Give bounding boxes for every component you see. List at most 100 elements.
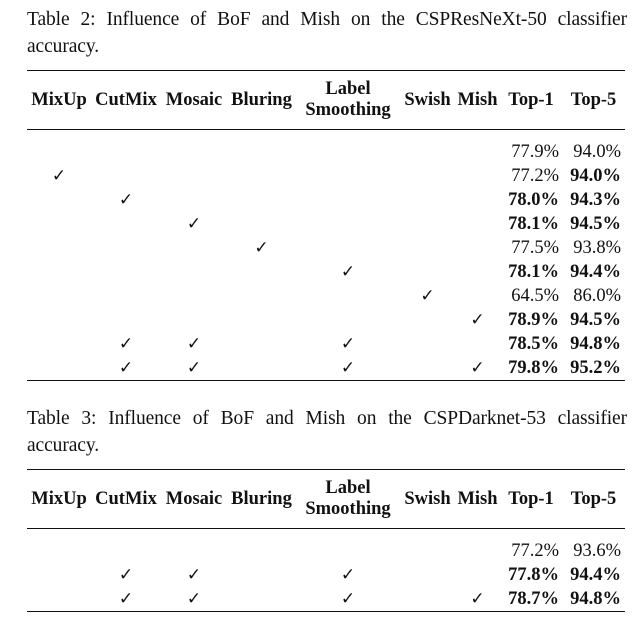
empty-cell — [27, 212, 91, 236]
top5-value: 94.4% — [570, 565, 621, 585]
checkmark-icon: ✓ — [51, 166, 67, 185]
top1-value: 78.1% — [508, 262, 559, 282]
checkmark-icon: ✓ — [340, 358, 356, 377]
empty-cell — [91, 236, 161, 260]
header-label-smoothing: Label Smoothing — [296, 70, 400, 130]
top1-value: 78.1% — [508, 214, 559, 234]
table-3-caption: Table 3: Influence of BoF and Mish on th… — [27, 408, 627, 456]
check-cell: ✓ — [27, 164, 91, 188]
table-row: ✓ 64.5% 86.0% — [27, 284, 625, 308]
empty-cell — [400, 356, 455, 381]
empty-cell — [227, 284, 296, 308]
check-cell: ✓ — [91, 188, 161, 212]
table-2-section: Table 2: Influence of BoF and Mish on th… — [27, 6, 627, 381]
empty-cell — [296, 140, 400, 164]
empty-cell — [400, 236, 455, 260]
empty-cell — [455, 260, 500, 284]
empty-cell — [161, 236, 227, 260]
top5-value: 93.8% — [573, 238, 621, 258]
top5-value: 94.8% — [570, 334, 621, 354]
checkmark-icon: ✓ — [470, 310, 485, 329]
empty-cell — [91, 284, 161, 308]
table-row: ✓ ✓ ✓ 77.8% 94.4% — [27, 563, 625, 587]
top1-value: 78.7% — [500, 587, 562, 612]
header-label-smoothing: Label Smoothing — [296, 469, 400, 529]
empty-cell — [296, 539, 400, 563]
empty-cell — [161, 140, 227, 164]
empty-cell — [161, 539, 227, 563]
top1-value: 78.9% — [508, 310, 559, 330]
empty-cell — [296, 164, 400, 188]
checkmark-icon: ✓ — [340, 334, 356, 353]
empty-cell — [455, 188, 500, 212]
top1-value: 77.8% — [508, 565, 559, 585]
check-cell: ✓ — [296, 356, 400, 381]
check-cell: ✓ — [227, 236, 296, 260]
checkmark-icon: ✓ — [118, 334, 134, 353]
empty-cell — [455, 539, 500, 563]
spacer-row — [27, 130, 625, 141]
checkmark-icon: ✓ — [118, 565, 134, 584]
empty-cell — [91, 308, 161, 332]
header-label-smoothing-text: Label Smoothing — [305, 79, 391, 120]
empty-cell — [400, 164, 455, 188]
empty-cell — [227, 260, 296, 284]
top5-value: 94.8% — [562, 587, 625, 612]
empty-cell — [400, 332, 455, 356]
empty-cell — [455, 332, 500, 356]
empty-cell — [227, 140, 296, 164]
table-3-section: Table 3: Influence of BoF and Mish on th… — [27, 405, 627, 612]
check-cell: ✓ — [455, 308, 500, 332]
empty-cell — [227, 308, 296, 332]
check-cell: ✓ — [91, 332, 161, 356]
header-mixup: MixUp — [27, 469, 91, 529]
top1-value: 78.5% — [508, 334, 559, 354]
table-2-body: 77.9% 94.0% ✓ 77.2% 94.0% ✓ 78.0% 94.3% ✓ 78.1% 94… — [27, 130, 625, 381]
header-bluring: Bluring — [227, 469, 296, 529]
empty-cell — [27, 332, 91, 356]
empty-cell — [227, 164, 296, 188]
empty-cell — [296, 236, 400, 260]
empty-cell — [27, 308, 91, 332]
table-row: 77.9% 94.0% — [27, 140, 625, 164]
header-top1: Top-1 — [500, 70, 562, 130]
header-cutmix: CutMix — [91, 469, 161, 529]
checkmark-icon: ✓ — [186, 565, 202, 584]
top5-value: 94.0% — [570, 166, 621, 186]
check-cell: ✓ — [296, 260, 400, 284]
empty-cell — [91, 539, 161, 563]
check-cell: ✓ — [455, 587, 500, 612]
empty-cell — [400, 140, 455, 164]
check-cell: ✓ — [161, 212, 227, 236]
checkmark-icon: ✓ — [186, 589, 202, 608]
empty-cell — [296, 212, 400, 236]
header-mixup: MixUp — [27, 70, 91, 130]
table-row: ✓ ✓ ✓ ✓ 79.8% 95.2% — [27, 356, 625, 381]
header-mish: Mish — [455, 469, 500, 529]
table-row: ✓ 77.5% 93.8% — [27, 236, 625, 260]
empty-cell — [227, 539, 296, 563]
checkmark-icon: ✓ — [340, 262, 356, 281]
check-cell: ✓ — [296, 587, 400, 612]
empty-cell — [161, 188, 227, 212]
top5-value: 93.6% — [573, 541, 621, 561]
table-3-body: 77.2% 93.6% ✓ ✓ ✓ 77.8% 94.4% ✓ ✓ ✓ ✓ 78.7% 94.8% — [27, 529, 625, 612]
empty-cell — [400, 260, 455, 284]
top1-value: 78.0% — [508, 190, 559, 210]
empty-cell — [455, 284, 500, 308]
checkmark-icon: ✓ — [420, 286, 435, 305]
table-row: ✓ 77.2% 94.0% — [27, 164, 625, 188]
empty-cell — [227, 587, 296, 612]
paper-page: Table 2: Influence of BoF and Mish on th… — [27, 6, 627, 612]
empty-cell — [27, 356, 91, 381]
checkmark-icon: ✓ — [186, 214, 202, 233]
checkmark-icon: ✓ — [118, 358, 134, 377]
check-cell: ✓ — [400, 284, 455, 308]
empty-cell — [27, 140, 91, 164]
header-top1: Top-1 — [500, 469, 562, 529]
top1-value: 79.8% — [500, 356, 562, 381]
header-swish: Swish — [400, 70, 455, 130]
top5-value: 94.0% — [573, 142, 621, 162]
empty-cell — [455, 164, 500, 188]
top1-value: 77.5% — [511, 238, 559, 258]
